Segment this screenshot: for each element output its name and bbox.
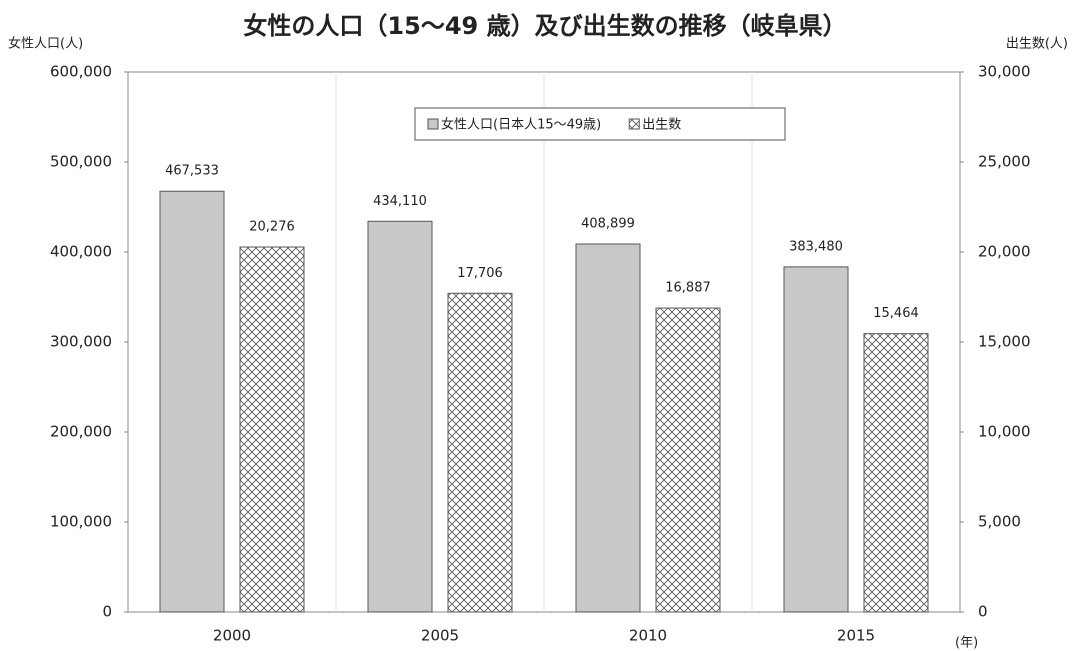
x-tick-label: 2000 [213,627,251,645]
bar [159,190,225,613]
y-tick-label: 0 [102,603,112,621]
legend-swatch [427,118,439,130]
data-label: 434,110 [373,194,427,209]
y-tick-label: 300,000 [50,333,112,351]
data-label: 383,480 [789,239,843,254]
y-tick-label: 400,000 [50,243,112,261]
data-label: 408,899 [581,216,635,231]
bar [447,292,513,613]
bar [575,243,641,613]
y-tick-label: 600,000 [50,63,112,81]
legend-swatch [628,118,640,130]
legend-box [414,107,786,141]
y2-tick-label: 20,000 [978,243,1031,261]
y-axis-label: 女性人口(人) [8,36,83,52]
bar [239,246,305,613]
y2-tick-label: 0 [978,603,988,621]
data-label: 17,706 [457,266,503,281]
y-tick-label: 500,000 [50,153,112,171]
bar [367,220,433,613]
data-label: 16,887 [665,281,711,296]
legend-label: 女性人口(日本人15～49歳) [441,117,601,133]
x-tick-label: 2010 [629,627,667,645]
y2-axis-label: 出生数(人) [1006,37,1068,52]
data-label: 20,276 [249,220,295,235]
bar [863,333,929,613]
legend-label: 出生数 [642,118,681,133]
y2-tick-label: 30,000 [978,63,1031,81]
x-tick-label: 2005 [421,627,459,645]
y2-tick-label: 15,000 [978,333,1031,351]
data-label: 15,464 [873,306,919,321]
y2-tick-label: 10,000 [978,423,1031,441]
bar [783,266,849,613]
y-tick-label: 100,000 [50,513,112,531]
y-tick-label: 200,000 [50,423,112,441]
x-tick-label: 2015 [837,627,875,645]
data-label: 467,533 [165,164,219,179]
bar [655,307,721,613]
y2-tick-label: 5,000 [978,513,1021,531]
x-axis-label: (年) [955,636,978,651]
chart-title: 女性の人口（15～49 歳）及び出生数の推移（岐阜県） [243,12,846,40]
y2-tick-label: 25,000 [978,153,1031,171]
